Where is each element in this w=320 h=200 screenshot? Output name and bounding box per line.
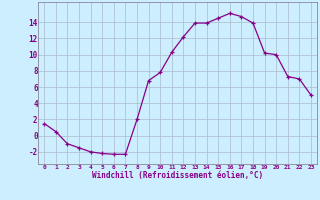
X-axis label: Windchill (Refroidissement éolien,°C): Windchill (Refroidissement éolien,°C) — [92, 171, 263, 180]
